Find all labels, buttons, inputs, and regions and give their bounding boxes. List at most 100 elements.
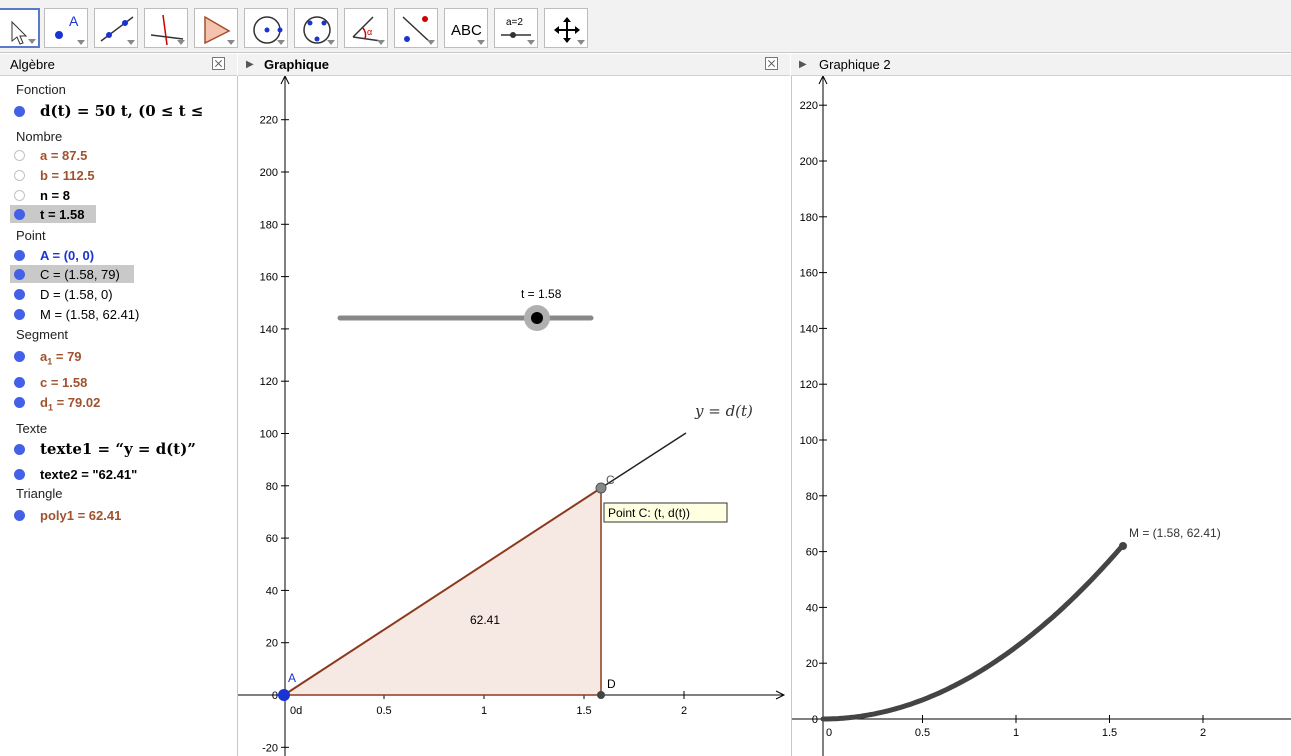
text-tool-label: ABC <box>451 22 482 39</box>
category-fonction: Fonction <box>16 82 66 97</box>
perpendicular-tool-button[interactable] <box>144 8 188 48</box>
y-tick-label: 200 <box>260 167 278 179</box>
point-D[interactable] <box>597 691 605 699</box>
conic-tool-button[interactable] <box>294 8 338 48</box>
slider-tool-button[interactable]: a=2 <box>494 8 538 48</box>
perpendicular-icon <box>150 14 184 46</box>
y-tick-label: 140 <box>800 323 818 335</box>
visibility-dot-icon[interactable] <box>14 106 25 117</box>
visibility-dot-icon[interactable] <box>14 444 25 455</box>
text-texte2-label: texte2 = "62.41" <box>40 467 138 482</box>
visibility-dot-icon[interactable] <box>14 309 25 320</box>
move-tool-button[interactable] <box>0 8 40 48</box>
conic-icon <box>303 16 331 44</box>
point-M-label: M = (1.58, 62.41) <box>1129 526 1221 540</box>
segment-d1-value: = 79.02 <box>52 395 101 410</box>
y-tick-label: 160 <box>800 268 818 280</box>
polygon-tool-button[interactable] <box>194 8 238 48</box>
circle-tool-button[interactable] <box>244 8 288 48</box>
algebra-close-icon[interactable] <box>212 57 225 70</box>
triangle-poly1-label: poly1 = 62.41 <box>40 508 122 523</box>
number-b-label: b = 112.5 <box>40 168 95 183</box>
point-A[interactable] <box>278 689 290 701</box>
point-M[interactable] <box>1119 542 1127 550</box>
visibility-dot-icon[interactable] <box>14 510 25 521</box>
point-D-label: D = (1.58, 0) <box>40 287 113 302</box>
visibility-dot-icon[interactable] <box>14 269 25 280</box>
y-tick-label: 180 <box>800 212 818 224</box>
point-C-label: C <box>606 473 615 487</box>
y-tick-label: 120 <box>800 379 818 391</box>
visibility-dot-icon[interactable] <box>14 397 25 408</box>
point-tool-button[interactable]: A <box>44 8 88 48</box>
reflect-icon <box>402 16 432 44</box>
y-tick-label: 200 <box>800 156 818 168</box>
y-axis-arrow <box>280 76 290 85</box>
circle-icon <box>253 16 283 44</box>
number-a-label: a = 87.5 <box>40 148 88 163</box>
visibility-dot-icon[interactable] <box>14 351 25 362</box>
visibility-dot-icon[interactable] <box>14 150 25 161</box>
slider-knob[interactable] <box>531 312 543 324</box>
y-tick-label: 80 <box>266 481 278 493</box>
tooltip-text: Point C: (t, d(t)) <box>608 506 690 520</box>
line-tool-button[interactable] <box>94 8 138 48</box>
y-tick-label: 80 <box>806 491 818 503</box>
x-tick-label: 0.5 <box>376 705 391 717</box>
segment-d1-subscript: 1 <box>47 402 53 413</box>
move-arrow-icon <box>11 20 28 45</box>
x-tick-label: 1 <box>481 705 487 717</box>
y-tick-label: 0 <box>272 690 278 702</box>
y-tick-label: 140 <box>260 324 278 336</box>
category-triangle: Triangle <box>16 486 63 501</box>
x-tick-label: 1 <box>1013 727 1019 739</box>
y-tick-label: 180 <box>260 219 278 231</box>
visibility-dot-icon[interactable] <box>14 469 25 480</box>
category-point: Point <box>16 228 46 243</box>
segment-a1-name: a <box>40 349 48 364</box>
category-texte: Texte <box>16 421 48 436</box>
move-view-tool-button[interactable] <box>544 8 588 48</box>
graph1-toggle-icon[interactable]: ▶ <box>246 59 254 70</box>
selection-highlight <box>10 265 134 283</box>
point-C[interactable] <box>595 482 607 494</box>
angle-tool-button[interactable]: α <box>344 8 388 48</box>
y-tick-label: 120 <box>260 376 278 388</box>
y-tick-label: 0 <box>812 714 818 726</box>
graph2-toggle-icon[interactable]: ▶ <box>799 59 807 70</box>
graph1-close-icon[interactable] <box>765 57 778 70</box>
segment-a1-label: a1 = 79 <box>40 348 82 371</box>
segment-d1[interactable] <box>283 487 602 696</box>
y-tick-label: 20 <box>806 658 818 670</box>
reflect-tool-button[interactable] <box>394 8 438 48</box>
x-tick-label: 1.5 <box>1102 727 1117 739</box>
text-tool-button[interactable]: ABC <box>444 8 488 48</box>
category-segment: Segment <box>16 327 69 342</box>
angle-icon: α <box>352 16 382 42</box>
number-n-label: n = 8 <box>40 188 70 203</box>
toolbar: A α ABC a=2 <box>0 0 1291 53</box>
visibility-dot-icon[interactable] <box>14 377 25 388</box>
graph1-title: Graphique <box>264 57 330 72</box>
visibility-dot-icon[interactable] <box>14 209 25 220</box>
locus-curve[interactable] <box>820 542 1126 722</box>
algebra-view: Fonction d(t) = 50 t, (0 ≤ t ≤ Nombre a … <box>0 76 238 756</box>
point-tool-label: A <box>69 13 79 29</box>
segment-d1-label: d1 = 79.02 <box>40 394 100 417</box>
visibility-dot-icon[interactable] <box>14 250 25 261</box>
segment-c-label: c = 1.58 <box>40 375 88 390</box>
y-tick-label: 40 <box>266 585 278 597</box>
point-M-label: M = (1.58, 62.41) <box>40 307 140 322</box>
visibility-dot-icon[interactable] <box>14 289 25 300</box>
graphics-view-1[interactable]: 220 200 180 160 140 120 100 80 60 40 20 0 -20 0d 0.5 1 1… <box>238 76 790 756</box>
y-axis-arrow <box>818 76 828 85</box>
function-d-line[interactable] <box>600 432 687 489</box>
visibility-dot-icon[interactable] <box>14 170 25 181</box>
graphics-view-2[interactable]: 220 200 180 160 140 120 100 80 60 40 20 0 0 0.5 1 1.5 2 … <box>791 76 1291 756</box>
algebra-title: Algèbre <box>10 57 55 72</box>
segment-a1-subscript: 1 <box>47 356 53 367</box>
y-tick-label: 60 <box>266 533 278 545</box>
visibility-dot-icon[interactable] <box>14 190 25 201</box>
